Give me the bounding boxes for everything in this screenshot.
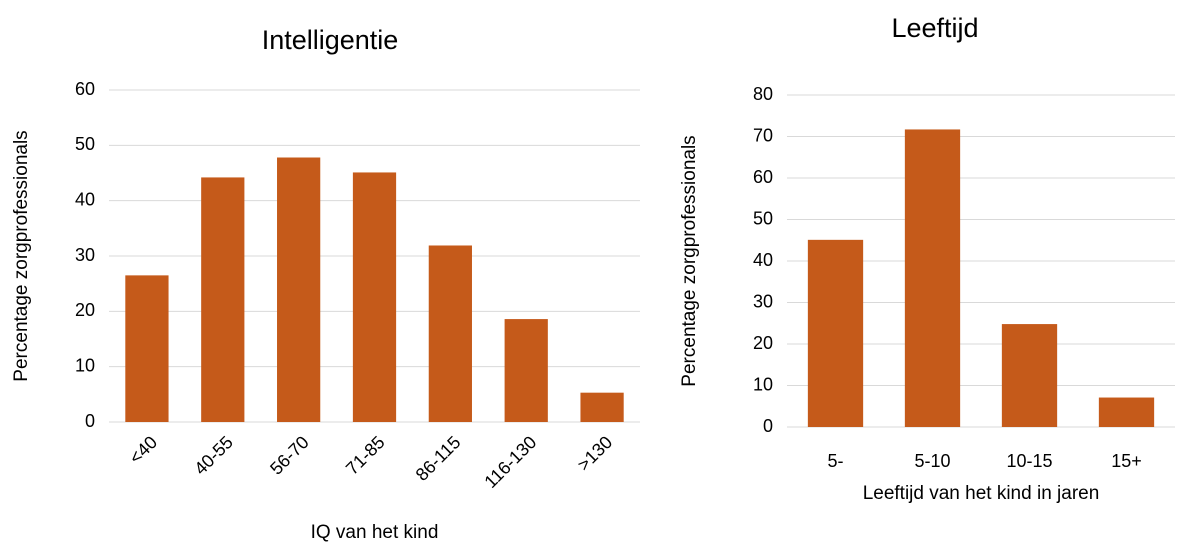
y-tick-label: 0 — [763, 416, 773, 436]
bar — [904, 129, 961, 427]
x-tick-label: 71-85 — [342, 432, 389, 479]
bar — [807, 239, 864, 427]
bar — [201, 177, 245, 422]
y-tick-label: 70 — [753, 125, 773, 145]
y-tick-label: 30 — [75, 245, 95, 265]
bar — [277, 157, 321, 423]
x-tick-label: 56-70 — [266, 432, 313, 479]
y-tick-label: 10 — [75, 355, 95, 375]
x-tick-label: 86-115 — [412, 432, 465, 485]
y-tick-label: 60 — [753, 167, 773, 187]
x-tick-label: 10-15 — [1006, 451, 1052, 471]
y-tick-label: 40 — [753, 250, 773, 270]
y-axis-title: Percentage zorgprofessionals — [11, 130, 32, 381]
y-tick-label: 60 — [75, 79, 95, 99]
x-tick-label: <40 — [125, 432, 161, 468]
bar — [1098, 397, 1155, 427]
y-tick-label: 80 — [753, 84, 773, 104]
y-tick-label: 50 — [753, 208, 773, 228]
chart-title: Leeftijd — [891, 13, 978, 43]
bar — [125, 275, 169, 422]
y-tick-label: 0 — [85, 411, 95, 431]
y-tick-label: 10 — [753, 374, 773, 394]
x-tick-label: 5- — [827, 451, 843, 471]
bar — [352, 172, 397, 422]
x-tick-label: 116-130 — [480, 432, 540, 492]
y-tick-label: 50 — [75, 134, 95, 154]
y-tick-label: 40 — [75, 189, 95, 209]
x-axis-title: IQ van het kind — [311, 522, 439, 543]
chart-title: Intelligentie — [262, 25, 399, 55]
y-axis-title: Percentage zorgprofessionals — [679, 135, 700, 386]
x-tick-label: 5-10 — [914, 451, 950, 471]
y-tick-label: 20 — [753, 333, 773, 353]
bar — [1001, 324, 1058, 427]
x-tick-label: >130 — [573, 432, 616, 475]
x-tick-label: 15+ — [1111, 451, 1142, 471]
y-tick-label: 20 — [75, 300, 95, 320]
y-tick-label: 30 — [753, 291, 773, 311]
x-tick-label: 40-55 — [190, 432, 237, 479]
bar — [580, 392, 624, 422]
x-axis-title: Leeftijd van het kind in jaren — [863, 483, 1100, 504]
bar — [428, 245, 472, 422]
bar — [504, 319, 548, 422]
